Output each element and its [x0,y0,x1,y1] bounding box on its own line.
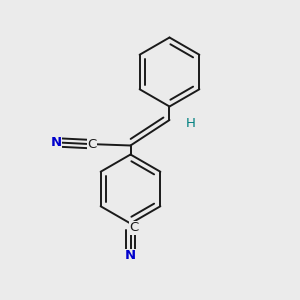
Text: C: C [88,138,97,152]
Text: C: C [130,221,139,234]
Text: N: N [125,249,136,262]
Text: N: N [50,136,62,149]
Text: H: H [186,117,195,130]
